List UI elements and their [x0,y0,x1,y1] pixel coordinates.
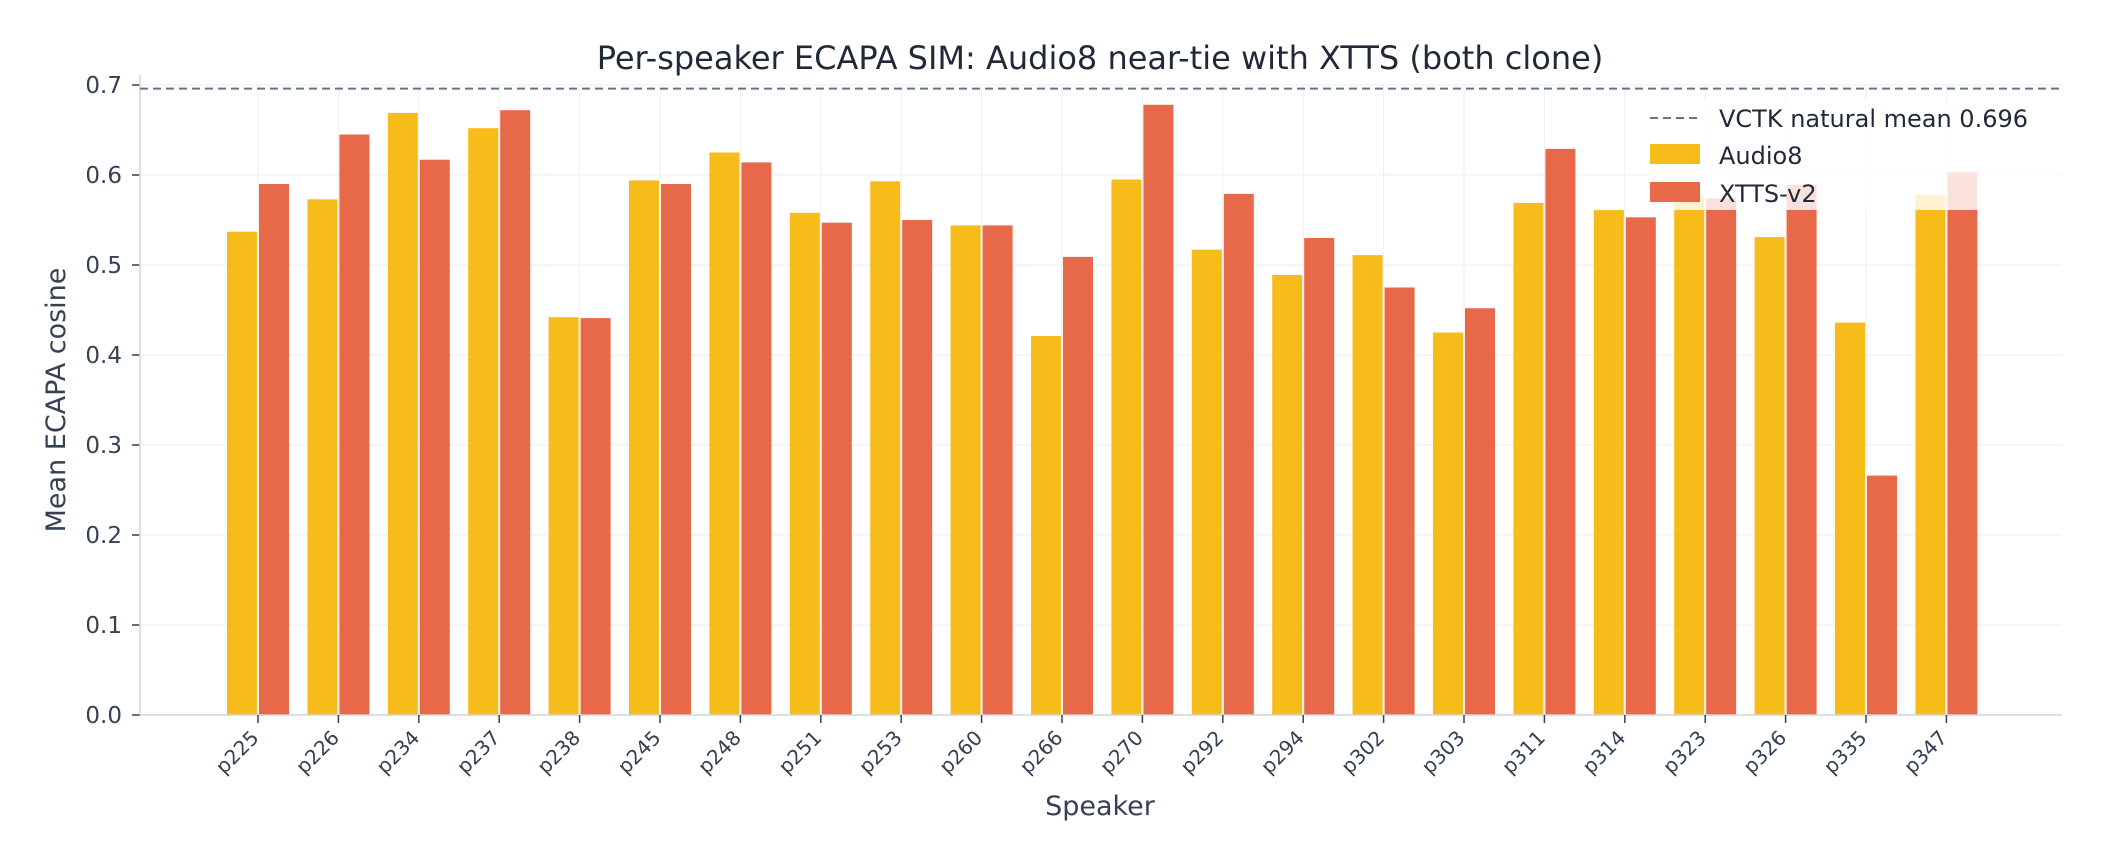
bar-audio8-p226 [307,199,338,716]
bar-xtts-v2-p326 [1786,184,1817,715]
bars [227,104,1978,716]
legend-reference-label: VCTK natural mean 0.696 [1719,105,2028,133]
bar-xtts-v2-p225 [259,184,289,715]
x-tick-label: p234 [371,726,424,779]
bar-xtts-v2-p253 [902,220,933,715]
chart-title: Per-speaker ECAPA SIM: Audio8 near-tie w… [597,39,1604,77]
bar-audio8-p260 [950,225,981,715]
x-tick-label: p326 [1738,726,1791,779]
y-axis-label: Mean ECAPA cosine [41,268,72,533]
bar-xtts-v2-p245 [661,184,691,715]
bar-xtts-v2-p266 [1063,256,1093,715]
x-tick-label: p347 [1899,726,1952,779]
x-tick-label: p245 [613,726,666,779]
bar-xtts-v2-p347 [1947,172,1978,716]
legend-audio8-swatch [1650,144,1700,164]
x-tick-label: p303 [1417,726,1470,779]
legend: VCTK natural mean 0.696 Audio8 XTTS-v2 [1650,100,2060,210]
x-tick-label: p335 [1819,726,1872,779]
x-tick-label: p266 [1015,726,1068,779]
bar-audio8-p270 [1111,179,1142,715]
y-tick-label: 0.1 [85,613,122,639]
bar-xtts-v2-p302 [1384,287,1415,715]
bar-audio8-p314 [1593,210,1624,715]
bar-audio8-p253 [870,181,901,716]
bar-audio8-p326 [1754,237,1785,715]
x-tick-label: p292 [1175,726,1228,779]
y-tick-label: 0.7 [85,73,122,99]
bar-xtts-v2-p270 [1143,104,1174,716]
y-tick-label: 0.4 [85,343,122,369]
bar-xtts-v2-p237 [500,110,531,715]
bar-xtts-v2-p303 [1465,308,1495,715]
x-tick-label: p237 [452,726,505,779]
bar-xtts-v2-p311 [1545,148,1576,715]
legend-xtts-label: XTTS-v2 [1719,180,1817,208]
x-tick-label: p323 [1658,726,1711,779]
bar-xtts-v2-p251 [821,222,852,715]
bar-xtts-v2-p335 [1867,475,1897,715]
y-tick-label: 0.2 [85,523,122,549]
y-tick-label: 0.3 [85,433,122,459]
x-tick-label: p225 [211,726,264,779]
legend-background [1650,100,2060,210]
y-tick-label: 0.6 [85,163,122,189]
y-tick-label: 0.0 [85,703,122,729]
bar-audio8-p245 [629,180,659,715]
bar-xtts-v2-p323 [1706,198,1737,715]
y-tick-label: 0.5 [85,253,122,279]
bar-audio8-p335 [1835,322,1865,715]
bar-audio8-p234 [387,112,418,715]
bar-xtts-v2-p260 [982,225,1013,715]
x-tick-label: p314 [1577,726,1630,779]
bar-xtts-v2-p226 [339,134,370,715]
bar-xtts-v2-p294 [1304,238,1335,715]
bar-audio8-p225 [227,231,257,715]
x-tick-label: p253 [854,726,907,779]
x-axis-label: Speaker [1045,791,1156,822]
bar-xtts-v2-p234 [419,159,450,715]
x-tick-label: p251 [773,726,826,779]
bar-audio8-p266 [1031,336,1061,715]
bar-xtts-v2-p248 [741,162,772,715]
bar-audio8-p302 [1352,255,1383,715]
x-tick-label: p238 [532,726,585,779]
x-tick-label: p270 [1095,726,1148,779]
bar-audio8-p292 [1191,249,1222,715]
bar-audio8-p347 [1915,194,1946,716]
bar-audio8-p294 [1272,274,1303,715]
bar-xtts-v2-p314 [1625,217,1656,716]
legend-xtts-swatch [1650,182,1700,202]
bar-audio8-p238 [548,317,579,715]
bar-xtts-v2-p238 [580,318,611,715]
bar-audio8-p237 [468,128,499,715]
x-tick-label: p260 [934,726,987,779]
x-tick-label: p248 [693,726,746,779]
legend-audio8-label: Audio8 [1719,142,1802,170]
bar-audio8-p323 [1674,194,1705,716]
x-tick-label: p302 [1336,726,1389,779]
x-tick-label: p226 [291,726,344,779]
bar-audio8-p248 [709,152,740,715]
bar-audio8-p311 [1513,202,1544,715]
bar-audio8-p303 [1433,332,1463,715]
bar-audio8-p251 [789,212,820,716]
bar-xtts-v2-p292 [1223,193,1254,715]
x-tick-label: p311 [1497,726,1550,779]
x-tick-label: p294 [1256,726,1309,779]
